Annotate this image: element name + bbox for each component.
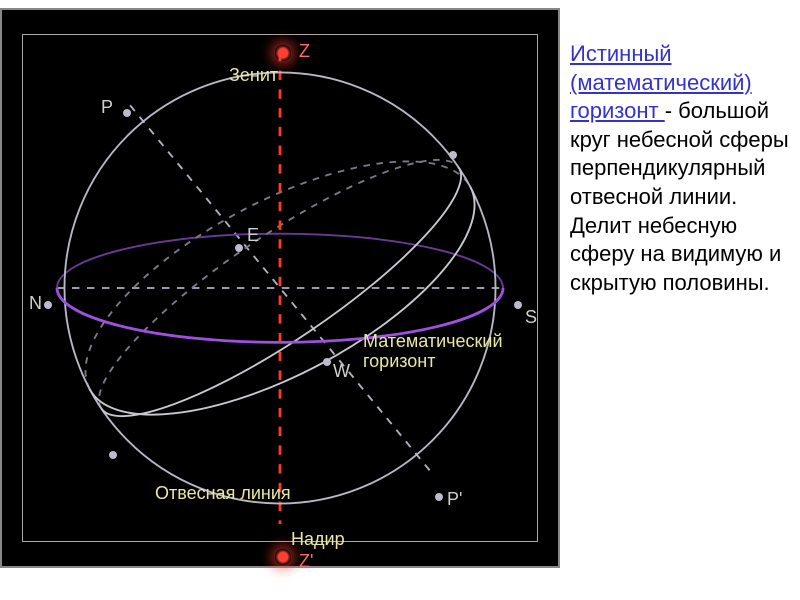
diagram-panel: Z Z' Зенит Надир Отвесная линия Математи…: [0, 8, 560, 568]
point-e: [235, 244, 243, 252]
definition-panel: Истинный (математический) горизонт - бол…: [560, 0, 800, 600]
point-p-prime: [435, 493, 443, 501]
point-n: [44, 301, 52, 309]
trajectory-ellipse-front: [101, 167, 488, 452]
celestial-sphere-circle: [64, 72, 495, 503]
label-n: N: [29, 293, 42, 314]
label-p-prime: P': [447, 489, 462, 510]
point-eq2: [109, 451, 117, 459]
definition-body: - большой круг небесной сферы перпендику…: [570, 98, 789, 295]
point-w: [323, 358, 331, 366]
label-e: E: [247, 225, 259, 246]
point-nadir: [275, 549, 291, 565]
label-math-horizon-2: горизонт: [363, 351, 436, 372]
label-z-prime: Z': [299, 551, 313, 572]
label-math-horizon-1: Математический: [363, 331, 503, 352]
label-w: W: [333, 361, 350, 382]
label-zenith: Зенит: [229, 65, 278, 86]
point-p: [123, 109, 131, 117]
point-zenith: [275, 45, 291, 61]
label-nadir: Надир: [291, 529, 345, 550]
label-s: S: [525, 307, 537, 328]
label-plumb-line: Отвесная линия: [155, 483, 291, 504]
label-z: Z: [299, 41, 310, 62]
root: Z Z' Зенит Надир Отвесная линия Математи…: [0, 0, 800, 600]
point-eq1: [449, 151, 457, 159]
point-s: [514, 301, 522, 309]
label-p: P: [101, 97, 113, 118]
diagram-inner-frame: Z Z' Зенит Надир Отвесная линия Математи…: [22, 34, 538, 542]
